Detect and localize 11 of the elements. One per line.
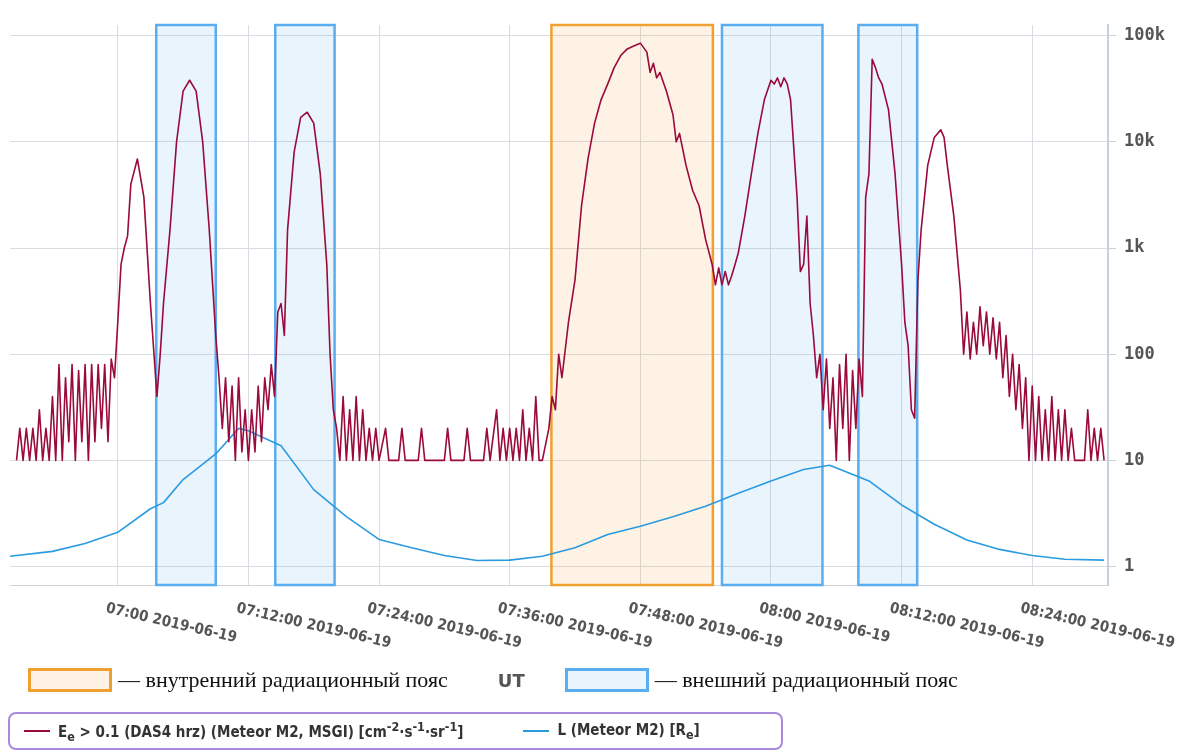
y-tick-label: 10k <box>1124 130 1155 151</box>
y-tick-label: 10 <box>1124 448 1145 469</box>
legend-label: — внешний радиационный пояс <box>654 667 958 693</box>
text: E$_{e}$ > 0.1 (DAS4 hrz) (Meteor M2, MSGI) [cm$^{-2}$·s$^{-1}$·sr$^{-1}$] <box>58 718 464 744</box>
y-tick-label: 1 <box>1124 554 1135 575</box>
y-tick-label: 100 <box>1124 342 1155 363</box>
y-tick-label: 100k <box>1124 24 1166 45</box>
y-tick-label: 1k <box>1124 236 1145 257</box>
legend-label: — внутренний радиационный пояс <box>118 667 448 693</box>
x-axis-title: UT <box>497 669 525 691</box>
legend-label: L (Meteor M2) [R$_{e}$] <box>557 720 700 742</box>
